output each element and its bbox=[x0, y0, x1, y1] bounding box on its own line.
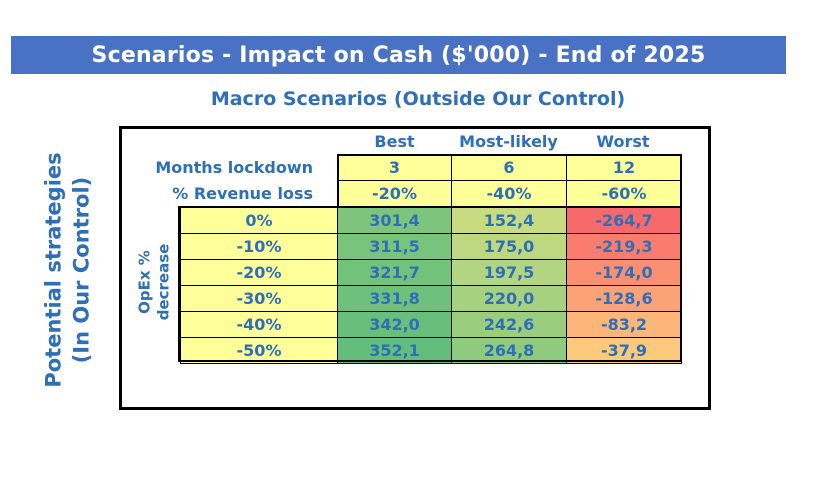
opex-row-label: 0% bbox=[180, 207, 338, 234]
strategies-side-label: Potential strategies (In Our Control) bbox=[28, 140, 108, 400]
opex-row-label: -10% bbox=[180, 233, 338, 260]
cash-value-cell: 152,4 bbox=[451, 207, 567, 234]
cash-value-cell: -83,2 bbox=[566, 311, 682, 338]
side-label-line2: (In Our Control) bbox=[70, 176, 95, 364]
cash-value-cell: -264,7 bbox=[566, 207, 682, 234]
cash-value-cell: 175,0 bbox=[451, 233, 567, 260]
cash-value-cell: 311,5 bbox=[337, 233, 452, 260]
cash-value-cell: 352,1 bbox=[337, 337, 452, 364]
revenue-worst: -60% bbox=[566, 180, 682, 207]
opex-label-line1: OpEx % bbox=[135, 250, 154, 314]
months-best: 3 bbox=[337, 154, 452, 181]
cash-value-cell: 242,6 bbox=[451, 311, 567, 338]
scenario-header-most-likely: Most-likely bbox=[459, 132, 558, 151]
scenario-header-best: Best bbox=[374, 132, 415, 151]
cash-value-cell: -174,0 bbox=[566, 259, 682, 286]
revenue-loss-label: % Revenue loss bbox=[172, 184, 313, 203]
months-worst: 12 bbox=[566, 154, 682, 181]
opex-row-label: -40% bbox=[180, 311, 338, 338]
page-title: Scenarios - Impact on Cash ($'000) - End… bbox=[11, 36, 786, 74]
cash-value-cell: 301,4 bbox=[337, 207, 452, 234]
macro-scenarios-heading: Macro Scenarios (Outside Our Control) bbox=[210, 88, 626, 110]
cash-value-cell: -37,9 bbox=[566, 337, 682, 364]
cash-value-cell: 264,8 bbox=[451, 337, 567, 364]
cash-value-cell: 220,0 bbox=[451, 285, 567, 312]
side-label-line1: Potential strategies bbox=[42, 152, 67, 388]
months-lockdown-label: Months lockdown bbox=[155, 158, 313, 177]
opex-label-line2: decrease bbox=[154, 243, 173, 321]
cash-value-cell: 331,8 bbox=[337, 285, 452, 312]
cash-value-cell: -128,6 bbox=[566, 285, 682, 312]
opex-decrease-label: OpEx % decrease bbox=[126, 222, 182, 342]
opex-row-label: -50% bbox=[180, 337, 338, 364]
cash-value-cell: -219,3 bbox=[566, 233, 682, 260]
revenue-best: -20% bbox=[337, 180, 452, 207]
cash-value-cell: 342,0 bbox=[337, 311, 452, 338]
scenario-table-frame bbox=[119, 126, 711, 410]
scenario-header-worst: Worst bbox=[596, 132, 650, 151]
cash-value-cell: 321,7 bbox=[337, 259, 452, 286]
revenue-most-likely: -40% bbox=[451, 180, 567, 207]
months-most-likely: 6 bbox=[451, 154, 567, 181]
cash-value-cell: 197,5 bbox=[451, 259, 567, 286]
opex-row-label: -30% bbox=[180, 285, 338, 312]
opex-row-label: -20% bbox=[180, 259, 338, 286]
